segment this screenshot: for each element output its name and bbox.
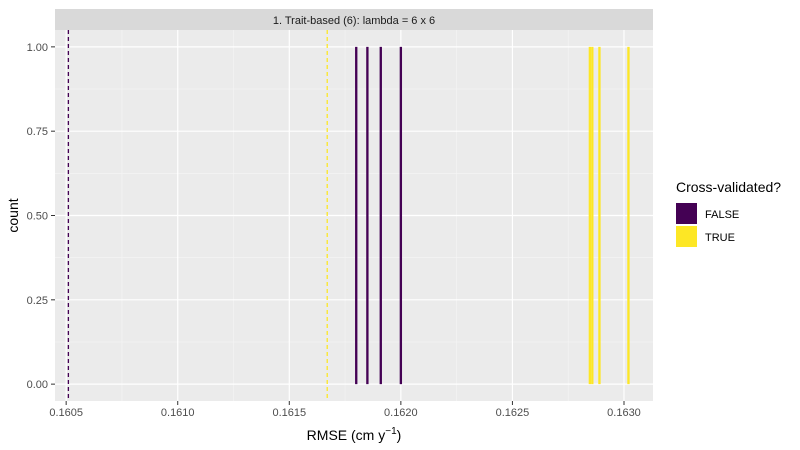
x-tick-label: 0.1610 [161, 407, 195, 419]
bar-true [598, 46, 601, 385]
y-axis-ticks: 0.00 0.25 0.50 0.75 1.00 [27, 42, 55, 391]
bar-true [591, 46, 594, 385]
x-tick-label: 0.1625 [496, 407, 530, 419]
legend: Cross-validated? FALSE TRUE [676, 179, 781, 247]
x-tick-label: 0.1630 [607, 407, 641, 419]
bars [355, 46, 630, 385]
bar-false [355, 46, 358, 385]
y-tick-label: 0.00 [27, 379, 48, 391]
legend-key-true [676, 226, 697, 247]
bar-false [366, 46, 369, 385]
bar-false [379, 46, 382, 385]
facet-strip [55, 9, 653, 30]
legend-label-false: FALSE [705, 209, 739, 221]
y-tick-label: 0.50 [27, 211, 48, 223]
x-axis-ticks: 0.1605 0.1610 0.1615 0.1620 0.1625 0.1630 [49, 401, 641, 419]
y-tick-label: 0.75 [27, 126, 48, 138]
bar-true [627, 46, 630, 385]
legend-label-true: TRUE [705, 232, 735, 244]
x-tick-label: 0.1620 [384, 407, 418, 419]
x-axis-title-superscript: −1 [385, 426, 397, 437]
legend-keys: FALSE TRUE [676, 203, 739, 247]
bar-true [588, 46, 592, 385]
bar-false [399, 46, 403, 385]
x-axis-title: RMSE (cm y−1) [307, 426, 402, 443]
y-axis-title: count [5, 198, 21, 232]
legend-title: Cross-validated? [676, 179, 781, 195]
facet-title: 1. Trait-based (6): lambda = 6 x 6 [273, 15, 435, 27]
reference-lines [67, 30, 328, 401]
x-tick-label: 0.1605 [49, 407, 83, 419]
legend-key-false [676, 203, 697, 224]
x-axis-title-suffix: ) [397, 427, 402, 443]
x-tick-label: 0.1615 [272, 407, 306, 419]
y-tick-label: 0.25 [27, 295, 48, 307]
y-tick-label: 1.00 [27, 42, 48, 54]
x-axis-title-main: RMSE (cm y [307, 427, 386, 443]
